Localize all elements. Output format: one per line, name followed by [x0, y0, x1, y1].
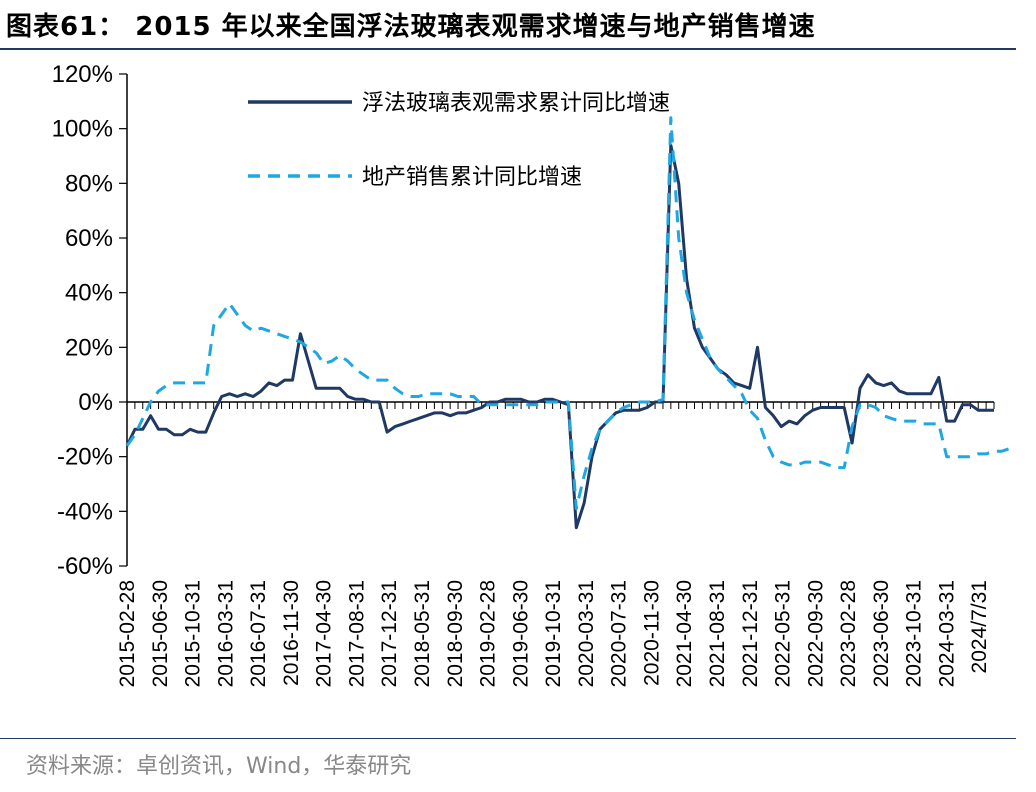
y-axis: 120% 100% 80% 60% 40% 20% 0% -20% -40% -60% — [52, 61, 128, 580]
x-tick-label: 2024-03-31 — [935, 580, 958, 687]
x-tick-label: 2021-04-30 — [673, 580, 696, 687]
x-tick-label: 2020-07-31 — [608, 580, 631, 687]
x-tick-label: 2021-08-31 — [706, 580, 729, 687]
x-tick-label: 2023-06-30 — [870, 580, 893, 687]
y-tick-label: 120% — [52, 61, 113, 88]
x-tick-label: 2016-03-31 — [214, 580, 237, 687]
x-tick-label: 2016-07-31 — [247, 580, 270, 687]
x-tick-label: 2020-03-31 — [575, 580, 598, 687]
x-tick-label: 2022-05-31 — [772, 580, 795, 687]
figure-title: 图表61： 2015 年以来全国浮法玻璃表观需求增速与地产销售增速 — [6, 12, 816, 42]
x-tick-label: 2023-10-31 — [903, 580, 926, 687]
title-divider — [0, 48, 1016, 50]
chart-series — [125, 116, 1011, 530]
x-tick-label: 2019-06-30 — [509, 580, 532, 687]
source-note: 资料来源：卓创资讯，Wind，华泰研究 — [26, 754, 412, 779]
legend-label: 地产销售累计同比增速 — [362, 165, 582, 190]
x-axis: 2015-02-28 2015-06-30 2015-10-31 2016-03-31… — [116, 401, 995, 687]
x-tick-label: 2017-08-31 — [345, 580, 368, 687]
x-tick-label: 2017-04-30 — [313, 580, 336, 687]
x-tick-label: 2019-10-31 — [542, 580, 565, 687]
y-tick-label: 20% — [65, 334, 113, 361]
x-tick-label: 2019-02-28 — [477, 580, 500, 687]
source-divider — [0, 738, 1016, 739]
x-tick-label: 2020-11-30 — [640, 580, 663, 686]
y-tick-label: -40% — [57, 498, 113, 525]
x-tick-label: 2024/7/31 — [968, 580, 991, 673]
x-tick-label: 2015-06-30 — [149, 580, 172, 687]
series-line-glass-demand — [125, 143, 994, 530]
y-tick-label: 80% — [65, 170, 113, 197]
x-tick-label: 2018-05-31 — [411, 580, 434, 687]
x-tick-label: 2023-02-28 — [837, 580, 860, 687]
x-tick-label: 2016-11-30 — [280, 580, 303, 686]
y-tick-label: 60% — [65, 225, 113, 252]
x-tick-label: 2021-12-31 — [739, 580, 762, 687]
y-tick-label: 0% — [78, 389, 113, 416]
y-tick-label: -60% — [57, 553, 113, 580]
y-tick-label: -20% — [57, 444, 113, 471]
x-tick-label: 2015-02-28 — [116, 580, 139, 687]
legend-label: 浮法玻璃表观需求累计同比增速 — [362, 91, 670, 116]
y-tick-label: 100% — [52, 116, 113, 143]
x-tick-label: 2015-10-31 — [182, 580, 205, 687]
x-tick-label: 2017-12-31 — [378, 580, 401, 687]
x-tick-label: 2018-09-30 — [444, 580, 467, 687]
x-tick-label: 2022-09-30 — [804, 580, 827, 687]
series-line-property-sales — [125, 116, 1011, 511]
y-tick-label: 40% — [65, 280, 113, 307]
